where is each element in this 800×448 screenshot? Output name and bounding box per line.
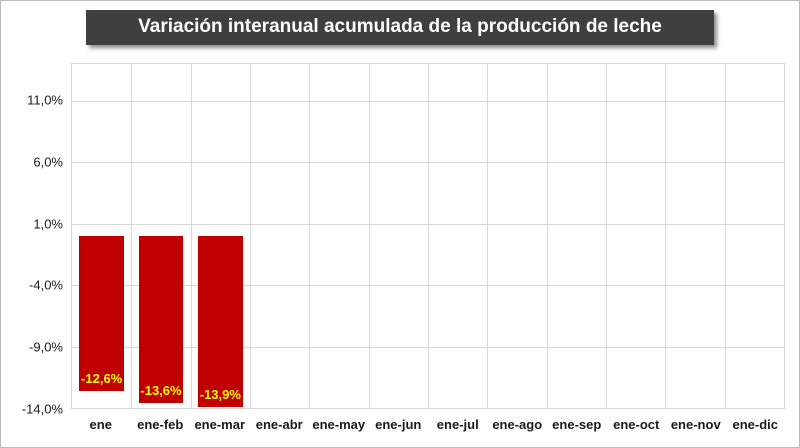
x-tick-label: ene-feb: [137, 417, 184, 432]
x-tick-label: ene-may: [312, 417, 366, 432]
chart-title: Variación interanual acumulada de la pro…: [86, 10, 714, 45]
vertical-gridline: [131, 64, 133, 408]
y-tick-label: -14,0%: [21, 401, 63, 417]
x-tick-label: ene-mar: [194, 417, 246, 432]
vertical-gridline: [250, 64, 251, 408]
vertical-gridline: [546, 64, 548, 408]
bar: -13,6%: [138, 236, 184, 404]
vertical-gridline: [606, 64, 607, 408]
x-tick-label: ene-jun: [375, 417, 422, 432]
bar: -12,6%: [79, 236, 124, 391]
plot-area: -12,6% -13,6% -13,9%: [71, 63, 785, 409]
vertical-gridline: [368, 64, 370, 408]
x-tick-label: ene-jul: [436, 417, 479, 432]
x-tick-label: ene-dic: [732, 417, 778, 432]
horizontal-gridline: [72, 408, 784, 409]
y-tick-label: 11,0%: [27, 92, 63, 108]
bar-data-label: -12,6%: [81, 370, 123, 386]
y-tick-label: -9,0%: [29, 339, 63, 355]
x-tick-label: ene-abr: [255, 417, 303, 432]
vertical-gridline: [309, 64, 311, 408]
y-tick-label: 1,0%: [33, 216, 63, 232]
x-tick-label: ene-sep: [552, 417, 602, 432]
x-tick-label: ene-ago: [492, 417, 543, 432]
x-tick-label: ene-nov: [670, 417, 721, 432]
x-axis: ene ene-feb ene-mar ene-abr ene-may ene-jun en…: [71, 413, 785, 439]
x-tick-label: ene-oct: [613, 417, 660, 432]
y-tick-label: 6,0%: [33, 154, 63, 170]
vertical-gridline: [487, 64, 489, 408]
bar-data-label: -13,6%: [140, 383, 182, 399]
y-tick-label: -4,0%: [29, 277, 63, 293]
y-axis: 11,0% 6,0% 1,0% -4,0% -9,0% -14,0%: [1, 63, 63, 417]
vertical-gridline: [665, 64, 667, 408]
x-tick-label: ene: [89, 417, 112, 432]
vertical-gridline: [724, 64, 726, 408]
vertical-gridline: [428, 64, 429, 408]
bar: -13,9%: [198, 236, 243, 407]
vertical-gridline: [190, 64, 192, 408]
bar-data-label: -13,9%: [199, 386, 241, 402]
